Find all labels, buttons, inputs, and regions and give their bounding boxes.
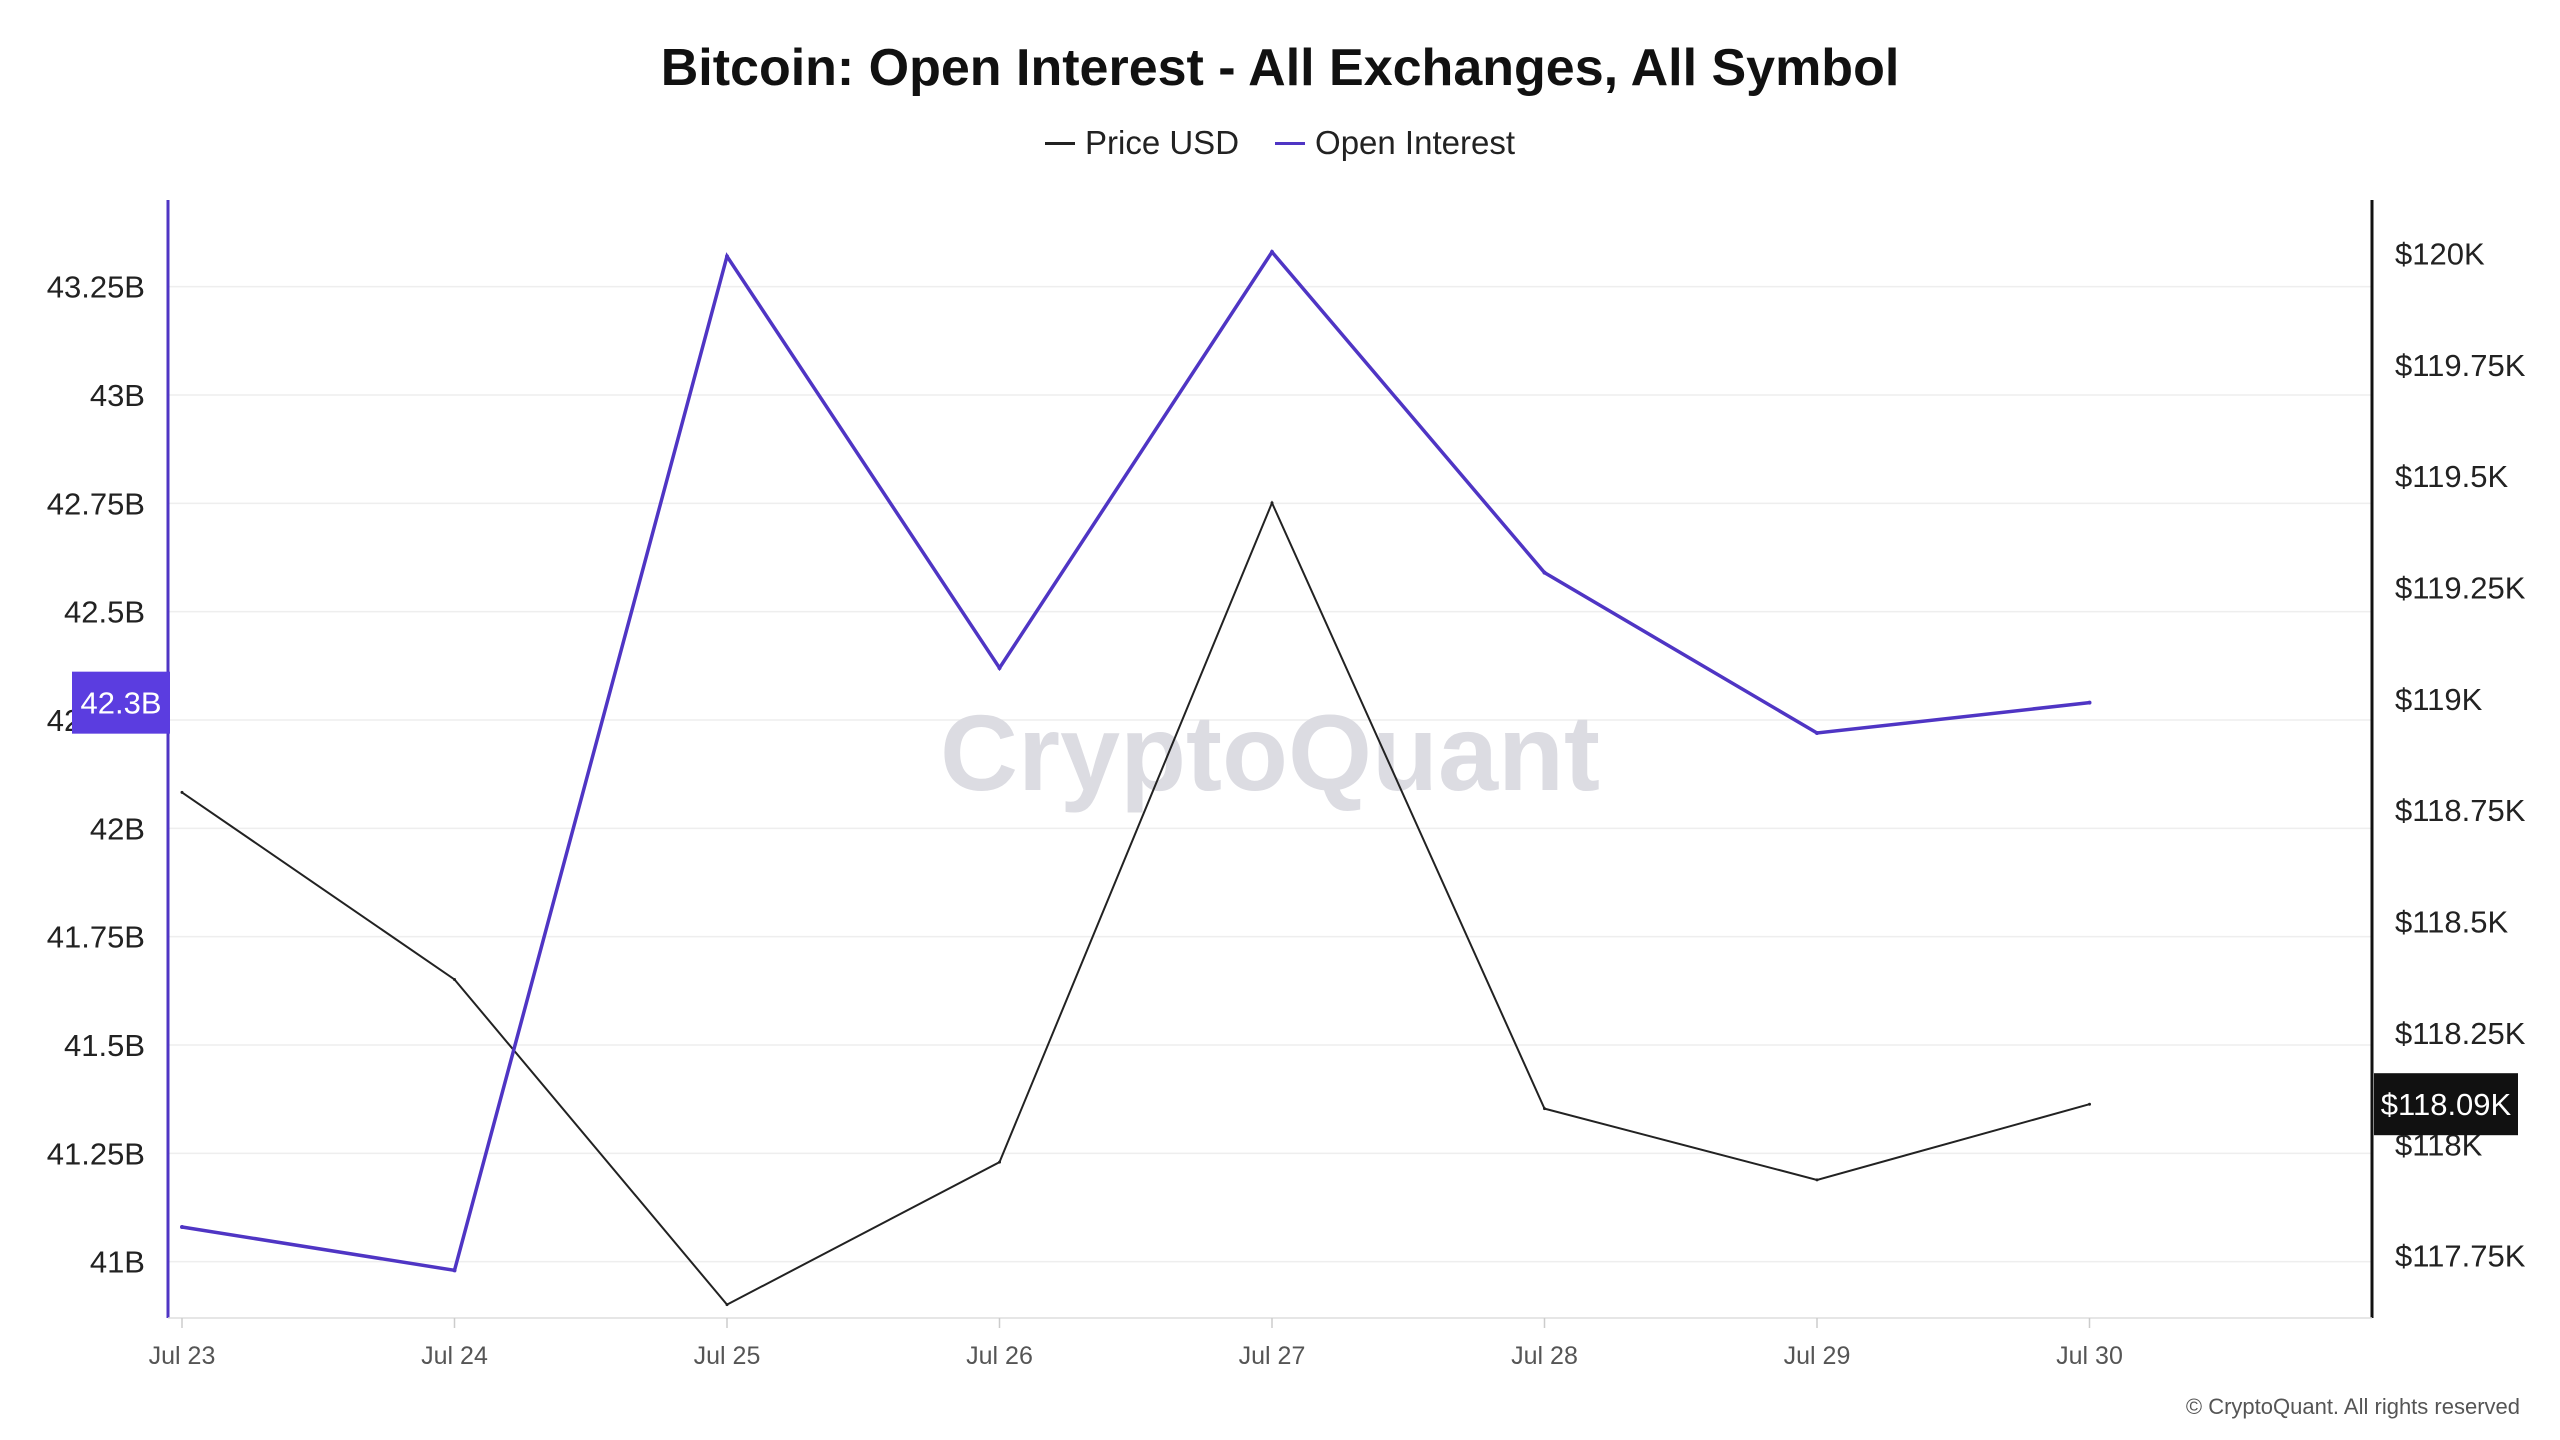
open-interest-point (452, 1268, 457, 1273)
price-usd-point (1543, 1107, 1546, 1111)
x-tick-label: Jul 26 (966, 1342, 1033, 1370)
right-tick-label: $118.25K (2395, 1016, 2526, 1051)
left-tick-label: 42B (90, 811, 145, 846)
watermark-text: CryptoQuant (940, 692, 1600, 813)
copyright-text: © CryptoQuant. All rights reserved (2185, 1394, 2520, 1419)
x-tick-label: Jul 27 (1239, 1342, 1306, 1370)
price-usd-point (1815, 1178, 1819, 1182)
legend-label-price: Price USD (1085, 124, 1240, 161)
left-tick-label: 41.75B (47, 920, 145, 955)
legend-item-open-interest[interactable]: Open Interest (1275, 124, 1515, 162)
open-interest-point (2087, 700, 2092, 705)
left-tick-label: 41.25B (47, 1136, 145, 1171)
x-tick-label: Jul 30 (2056, 1342, 2123, 1370)
open-interest-point (180, 1225, 184, 1229)
open-interest-current-label: 42.3B (80, 686, 161, 721)
open-interest-point (1270, 250, 1274, 254)
chart-title: Bitcoin: Open Interest - All Exchanges, … (660, 39, 1900, 97)
left-tick-label: 43.25B (47, 270, 145, 305)
price-usd-line (181, 500, 2090, 1306)
open-interest-point (1542, 570, 1547, 575)
price-usd-point (998, 1160, 1001, 1164)
chart-legend: Price USD Open Interest (0, 124, 2560, 162)
legend-swatch-price (1045, 141, 1075, 145)
left-tick-label: 43B (90, 378, 145, 413)
price-usd-point (453, 977, 456, 981)
price-usd-point (1270, 501, 1274, 505)
legend-swatch-open-interest (1275, 141, 1306, 145)
right-tick-label: $118.5K (2395, 905, 2509, 940)
right-tick-label: $119K (2395, 682, 2483, 717)
right-tick-label: $117.75K (2395, 1239, 2526, 1274)
right-tick-label: $120K (2395, 236, 2485, 271)
right-tick-label: $119.75K (2395, 348, 2526, 383)
x-tick-label: Jul 23 (149, 1342, 216, 1370)
open-interest-line (181, 249, 2090, 1273)
right-tick-label: $119.5K (2395, 459, 2509, 494)
legend-item-price[interactable]: Price USD (1045, 124, 1239, 162)
price-usd-point (2088, 1102, 2091, 1106)
x-tick-label: Jul 25 (694, 1342, 761, 1370)
x-tick-label: Jul 28 (1511, 1342, 1578, 1370)
left-tick-label: 41B (90, 1245, 145, 1280)
open-interest-current-badge (72, 671, 170, 734)
left-tick-label: 42.75B (47, 486, 145, 521)
legend-label-open-interest: Open Interest (1315, 124, 1515, 161)
open-interest-point (997, 666, 1002, 670)
left-tick-label: 41.5B (64, 1028, 145, 1063)
open-interest-point (1815, 731, 1819, 735)
price-usd-point (180, 790, 184, 794)
left-tick-label: 42.5B (64, 595, 145, 630)
right-tick-label: $119.25K (2395, 571, 2526, 606)
price-usd-point (725, 1303, 729, 1307)
right-tick-label: $118.75K (2395, 793, 2526, 828)
open-interest-point (725, 254, 729, 259)
x-tick-label: Jul 29 (1784, 1342, 1851, 1370)
price-current-badge (2374, 1073, 2518, 1136)
x-tick-label: Jul 24 (421, 1342, 488, 1370)
price-current-label: $118.09K (2381, 1087, 2512, 1122)
